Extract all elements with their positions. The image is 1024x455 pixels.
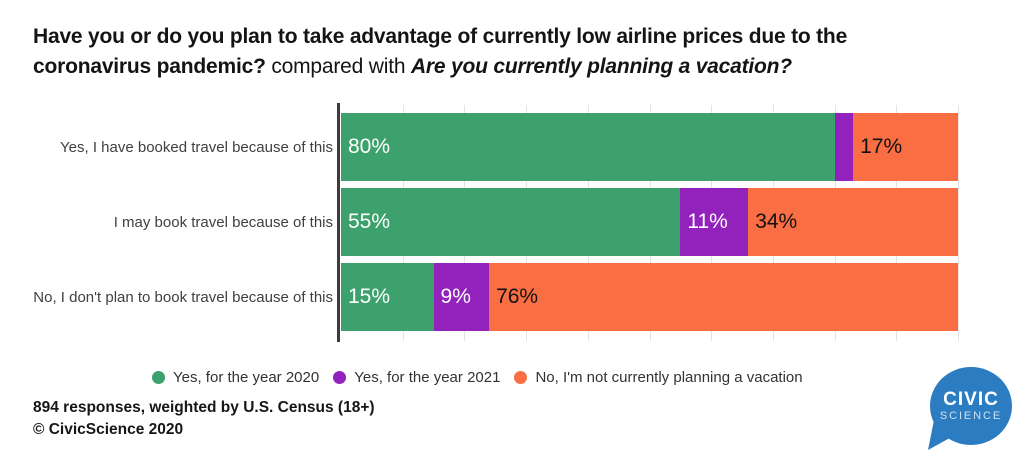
bar-value-label: 15% [348,285,391,308]
bar-segment: 17% [853,113,958,181]
legend-item: Yes, for the year 2020 [152,369,319,386]
bar-value-label: 34% [755,210,798,233]
bar-value-label: 11% [687,210,728,233]
logo-text-civic: CIVIC [943,389,999,410]
footer-copyright: © CivicScience 2020 [33,421,184,438]
category-label: No, I don't plan to book travel because … [33,288,333,306]
bar-row: 15% 9% 76% [341,263,958,331]
bar-segment: 55% [341,188,681,256]
legend-dot-icon [333,371,347,384]
bar-segment [834,113,854,181]
legend-dot-icon [514,371,528,384]
bar-segment: 11% [680,188,749,256]
bar-rows: 80% 17% 55% 11% 34% 15% 9% 76% [341,105,958,341]
footer: 894 responses, weighted by U.S. Census (… [33,397,375,441]
bar-value-label: 17% [860,135,903,158]
bar-value-label: 55% [348,210,391,233]
bar-value-label: 9% [440,285,471,308]
bar-row: 80% 17% [341,113,958,181]
footer-responses: 894 responses, weighted by U.S. Census (… [33,399,375,416]
bar-value-label: 76% [496,285,539,308]
legend-item: Yes, for the year 2021 [333,369,500,386]
bar-segment: 80% [341,113,835,181]
gridline [958,105,959,341]
legend-label: Yes, for the year 2020 [173,369,320,386]
civicscience-logo: CIVIC SCIENCE [926,364,1016,452]
logo-text-science: SCIENCE [939,410,1003,422]
title-line1: Have you or do you plan to take advantag… [33,25,848,48]
legend-label: Yes, for the year 2021 [354,369,501,386]
legend: Yes, for the year 2020 Yes, for the year … [152,369,803,386]
plot-area: 80% 17% 55% 11% 34% 15% 9% 76% [337,103,959,342]
legend-dot-icon [152,371,165,384]
bar-row: 55% 11% 34% [341,188,958,256]
title-line2-italic: Are you currently planning a vacation? [410,55,792,78]
bar-segment: 34% [748,188,958,256]
title-line2-regular: compared with [271,55,406,78]
category-labels: Yes, I have booked travel because of thi… [0,105,333,341]
y-axis-line [337,103,340,342]
legend-item: No, I'm not currently planning a vacatio… [514,369,803,386]
bar-segment: 15% [341,263,434,331]
legend-label: No, I'm not currently planning a vacatio… [535,369,803,386]
bar-segment: 9% [433,263,490,331]
bar-value-label: 80% [348,135,391,158]
title-line2-bold: coronavirus pandemic? [33,55,266,78]
logo-bubble: CIVIC SCIENCE [930,367,1012,445]
bar-segment: 76% [489,263,958,331]
category-label: I may book travel because of this [113,213,333,231]
category-label: Yes, I have booked travel because of thi… [60,138,333,156]
chart-title: Have you or do you plan to take advantag… [33,22,998,82]
